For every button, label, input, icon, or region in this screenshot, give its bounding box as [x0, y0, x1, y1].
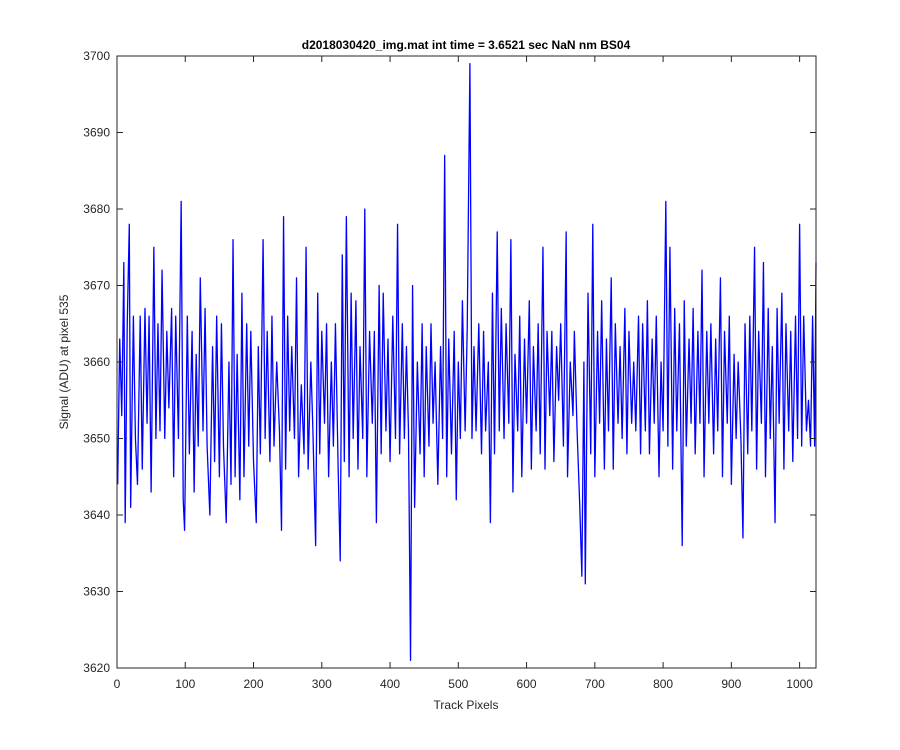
y-tick-label: 3690: [83, 126, 110, 140]
x-tick-label: 600: [517, 677, 537, 691]
y-tick-label: 3620: [83, 661, 110, 675]
x-tick-label: 1000: [786, 677, 813, 691]
x-tick-label: 400: [380, 677, 400, 691]
y-axis-label: Signal (ADU) at pixel 535: [57, 294, 71, 429]
x-tick-label: 500: [448, 677, 468, 691]
x-tick-label: 100: [175, 677, 195, 691]
y-tick-label: 3660: [83, 355, 110, 369]
series-line-0: [117, 63, 817, 661]
x-axis-label: Track Pixels: [434, 698, 499, 712]
x-tick-label: 900: [721, 677, 741, 691]
y-tick-label: 3640: [83, 508, 110, 522]
y-tick-label: 3670: [83, 279, 110, 293]
x-tick-label: 800: [653, 677, 673, 691]
x-axis: 0 100 200 300 400 500 600 700 800 900 1000: [114, 56, 813, 691]
x-tick-label: 0: [114, 677, 121, 691]
y-tick-label: 3650: [83, 432, 110, 446]
x-tick-label: 700: [585, 677, 605, 691]
series-layer: [117, 63, 817, 661]
y-tick-label: 3680: [83, 202, 110, 216]
chart-title: d2018030420_img.mat int time = 3.6521 se…: [302, 38, 631, 52]
y-tick-label: 3630: [83, 585, 110, 599]
y-tick-label: 3700: [83, 49, 110, 63]
x-tick-label: 200: [244, 677, 264, 691]
x-tick-label: 300: [312, 677, 332, 691]
y-axis: 3620 3630 3640 3650 3660 3670 3680 3690 3700: [83, 49, 816, 675]
